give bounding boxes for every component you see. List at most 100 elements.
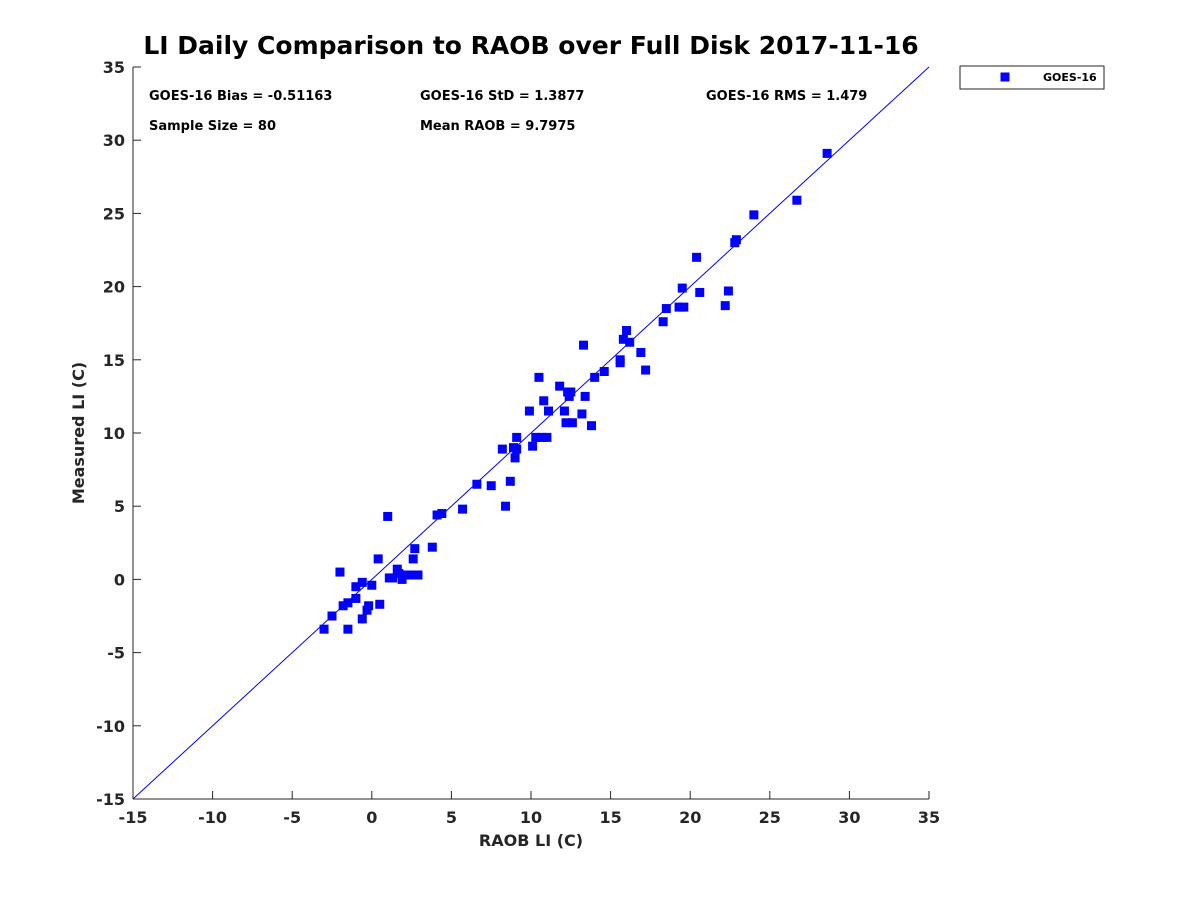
- data-point: [351, 582, 361, 592]
- data-point: [542, 432, 552, 442]
- data-point: [731, 235, 741, 245]
- data-point: [427, 542, 437, 552]
- data-point: [437, 509, 447, 519]
- data-point: [407, 570, 417, 580]
- x-tick-label: 10: [520, 808, 542, 827]
- data-point: [636, 347, 646, 357]
- data-point: [364, 601, 374, 611]
- data-point: [531, 432, 541, 442]
- data-point: [327, 611, 337, 621]
- y-ticks: -15 -10 -5 0 5 10 15 20 25 30 35: [96, 58, 141, 809]
- data-point: [590, 372, 600, 382]
- data-point: [822, 148, 832, 158]
- data-point: [658, 317, 668, 327]
- data-point: [375, 599, 385, 609]
- data-point: [528, 441, 538, 451]
- y-tick-label: -5: [107, 644, 125, 663]
- stat-bias: GOES-16 Bias = -0.51163: [149, 89, 332, 104]
- y-tick-label: 20: [103, 278, 125, 297]
- legend-label: GOES-16: [1043, 71, 1097, 84]
- data-point: [579, 340, 589, 350]
- stats-annotations: GOES-16 Bias = -0.51163 GOES-16 StD = 1.…: [149, 89, 867, 134]
- data-point: [367, 580, 377, 590]
- y-tick-label: 5: [114, 497, 125, 516]
- y-tick-label: 25: [103, 204, 125, 223]
- data-point: [497, 444, 507, 454]
- stat-mean-raob: Mean RAOB = 9.7975: [420, 119, 575, 134]
- x-tick-label: 25: [759, 808, 781, 827]
- data-point: [674, 302, 684, 312]
- data-point: [537, 432, 547, 442]
- data-point: [544, 406, 554, 416]
- data-point: [408, 554, 418, 564]
- data-point: [458, 504, 468, 514]
- x-tick-label: -5: [283, 808, 301, 827]
- data-point: [586, 421, 596, 431]
- data-point: [338, 601, 348, 611]
- data-point: [677, 283, 687, 293]
- x-tick-label: 35: [918, 808, 940, 827]
- data-point: [720, 301, 730, 311]
- data-point: [566, 387, 576, 397]
- data-point: [567, 418, 577, 428]
- x-tick-label: -15: [119, 808, 148, 827]
- data-point: [615, 355, 625, 365]
- x-tick-label: 5: [446, 808, 457, 827]
- data-point: [410, 544, 420, 554]
- x-axis-label: RAOB LI (C): [479, 831, 583, 850]
- data-point: [512, 444, 522, 454]
- data-point: [577, 409, 587, 419]
- stat-sample-size: Sample Size = 80: [149, 119, 276, 134]
- data-point: [472, 479, 482, 489]
- y-tick-label: 0: [114, 570, 125, 589]
- data-point: [539, 396, 549, 406]
- data-point: [641, 365, 651, 375]
- x-tick-label: 20: [679, 808, 701, 827]
- reference-line-layer: [132, 66, 930, 800]
- y-tick-label: -10: [96, 717, 125, 736]
- data-point: [351, 593, 361, 603]
- y-tick-label: 30: [103, 131, 125, 150]
- data-point: [625, 337, 635, 347]
- legend-box: [959, 65, 1105, 90]
- data-point: [561, 418, 571, 428]
- legend: GOES-16: [959, 65, 1105, 90]
- y-tick-label: 35: [103, 58, 125, 77]
- data-point: [383, 511, 393, 521]
- data-point: [343, 598, 353, 608]
- y-tick-label: 10: [103, 424, 125, 443]
- data-point: [486, 481, 496, 491]
- data-point: [692, 252, 702, 262]
- data-point: [402, 570, 412, 580]
- x-tick-label: 15: [599, 808, 621, 827]
- data-point: [792, 195, 802, 205]
- chart-title: LI Daily Comparison to RAOB over Full Di…: [143, 31, 918, 60]
- data-point: [394, 569, 404, 579]
- y-tick-label: 15: [103, 351, 125, 370]
- data-point: [559, 406, 569, 416]
- data-point: [319, 624, 329, 634]
- data-point: [335, 567, 345, 577]
- data-point: [661, 304, 671, 314]
- goes16-series: [319, 148, 832, 634]
- data-point: [599, 367, 609, 377]
- x-tick-label: 0: [366, 808, 377, 827]
- data-point: [413, 570, 423, 580]
- data-point: [695, 287, 705, 297]
- data-point: [580, 391, 590, 401]
- stat-std: GOES-16 StD = 1.3877: [420, 89, 584, 104]
- data-point: [343, 624, 353, 634]
- data-point: [622, 326, 632, 336]
- data-point: [512, 432, 522, 442]
- y-axis-label: Measured LI (C): [69, 362, 88, 504]
- data-point: [510, 453, 520, 463]
- legend-marker: [1000, 72, 1010, 82]
- data-point: [387, 573, 397, 583]
- data-point: [555, 381, 565, 391]
- data-point: [524, 406, 534, 416]
- stat-rms: GOES-16 RMS = 1.479: [706, 89, 867, 104]
- x-tick-label: -10: [198, 808, 227, 827]
- x-tick-label: 30: [838, 808, 860, 827]
- data-point: [432, 510, 442, 520]
